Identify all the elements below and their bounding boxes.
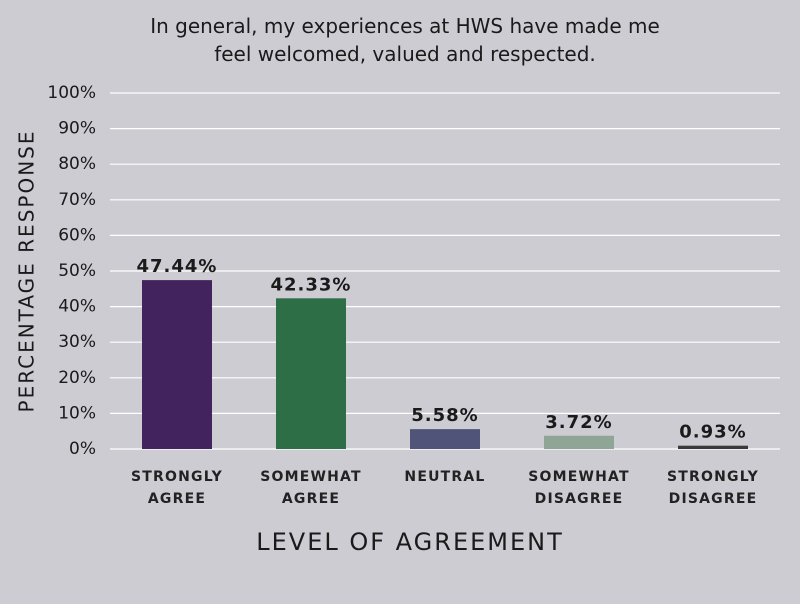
x-tick-label: NEUTRAL <box>404 469 486 485</box>
y-tick-label: 80% <box>58 154 96 174</box>
y-axis-label: PERCENTAGE RESPONSE <box>15 130 39 413</box>
y-tick-label: 20% <box>58 368 96 388</box>
y-tick-label: 70% <box>58 190 96 210</box>
y-tick-label: 100% <box>47 83 96 103</box>
y-tick-label: 10% <box>58 403 96 423</box>
y-tick-label: 60% <box>58 225 96 245</box>
y-tick-label: 90% <box>58 119 96 139</box>
value-label: 0.93% <box>679 422 746 443</box>
value-label: 47.44% <box>137 256 218 277</box>
bar <box>410 429 480 449</box>
chart-title: In general, my experiences at HWS have m… <box>150 14 660 66</box>
x-tick-label: STRONGLY AGREE <box>130 469 223 507</box>
bar <box>142 280 212 449</box>
bar <box>276 298 346 449</box>
x-tick-label: SOMEWHAT DISAGREE <box>528 469 630 507</box>
value-label: 5.58% <box>411 405 478 426</box>
x-axis-label: LEVEL OF AGREEMENT <box>256 528 564 556</box>
x-tick-label: SOMEWHAT AGREE <box>260 469 362 507</box>
y-tick-label: 40% <box>58 297 96 317</box>
value-label: 3.72% <box>545 412 612 433</box>
value-label: 42.33% <box>271 274 352 295</box>
x-tick-label: STRONGLY DISAGREE <box>666 469 759 507</box>
bar <box>678 445 748 449</box>
y-tick-label: 50% <box>58 261 96 281</box>
bar <box>544 435 614 449</box>
y-tick-label: 0% <box>69 439 96 459</box>
y-tick-label: 30% <box>58 332 96 352</box>
